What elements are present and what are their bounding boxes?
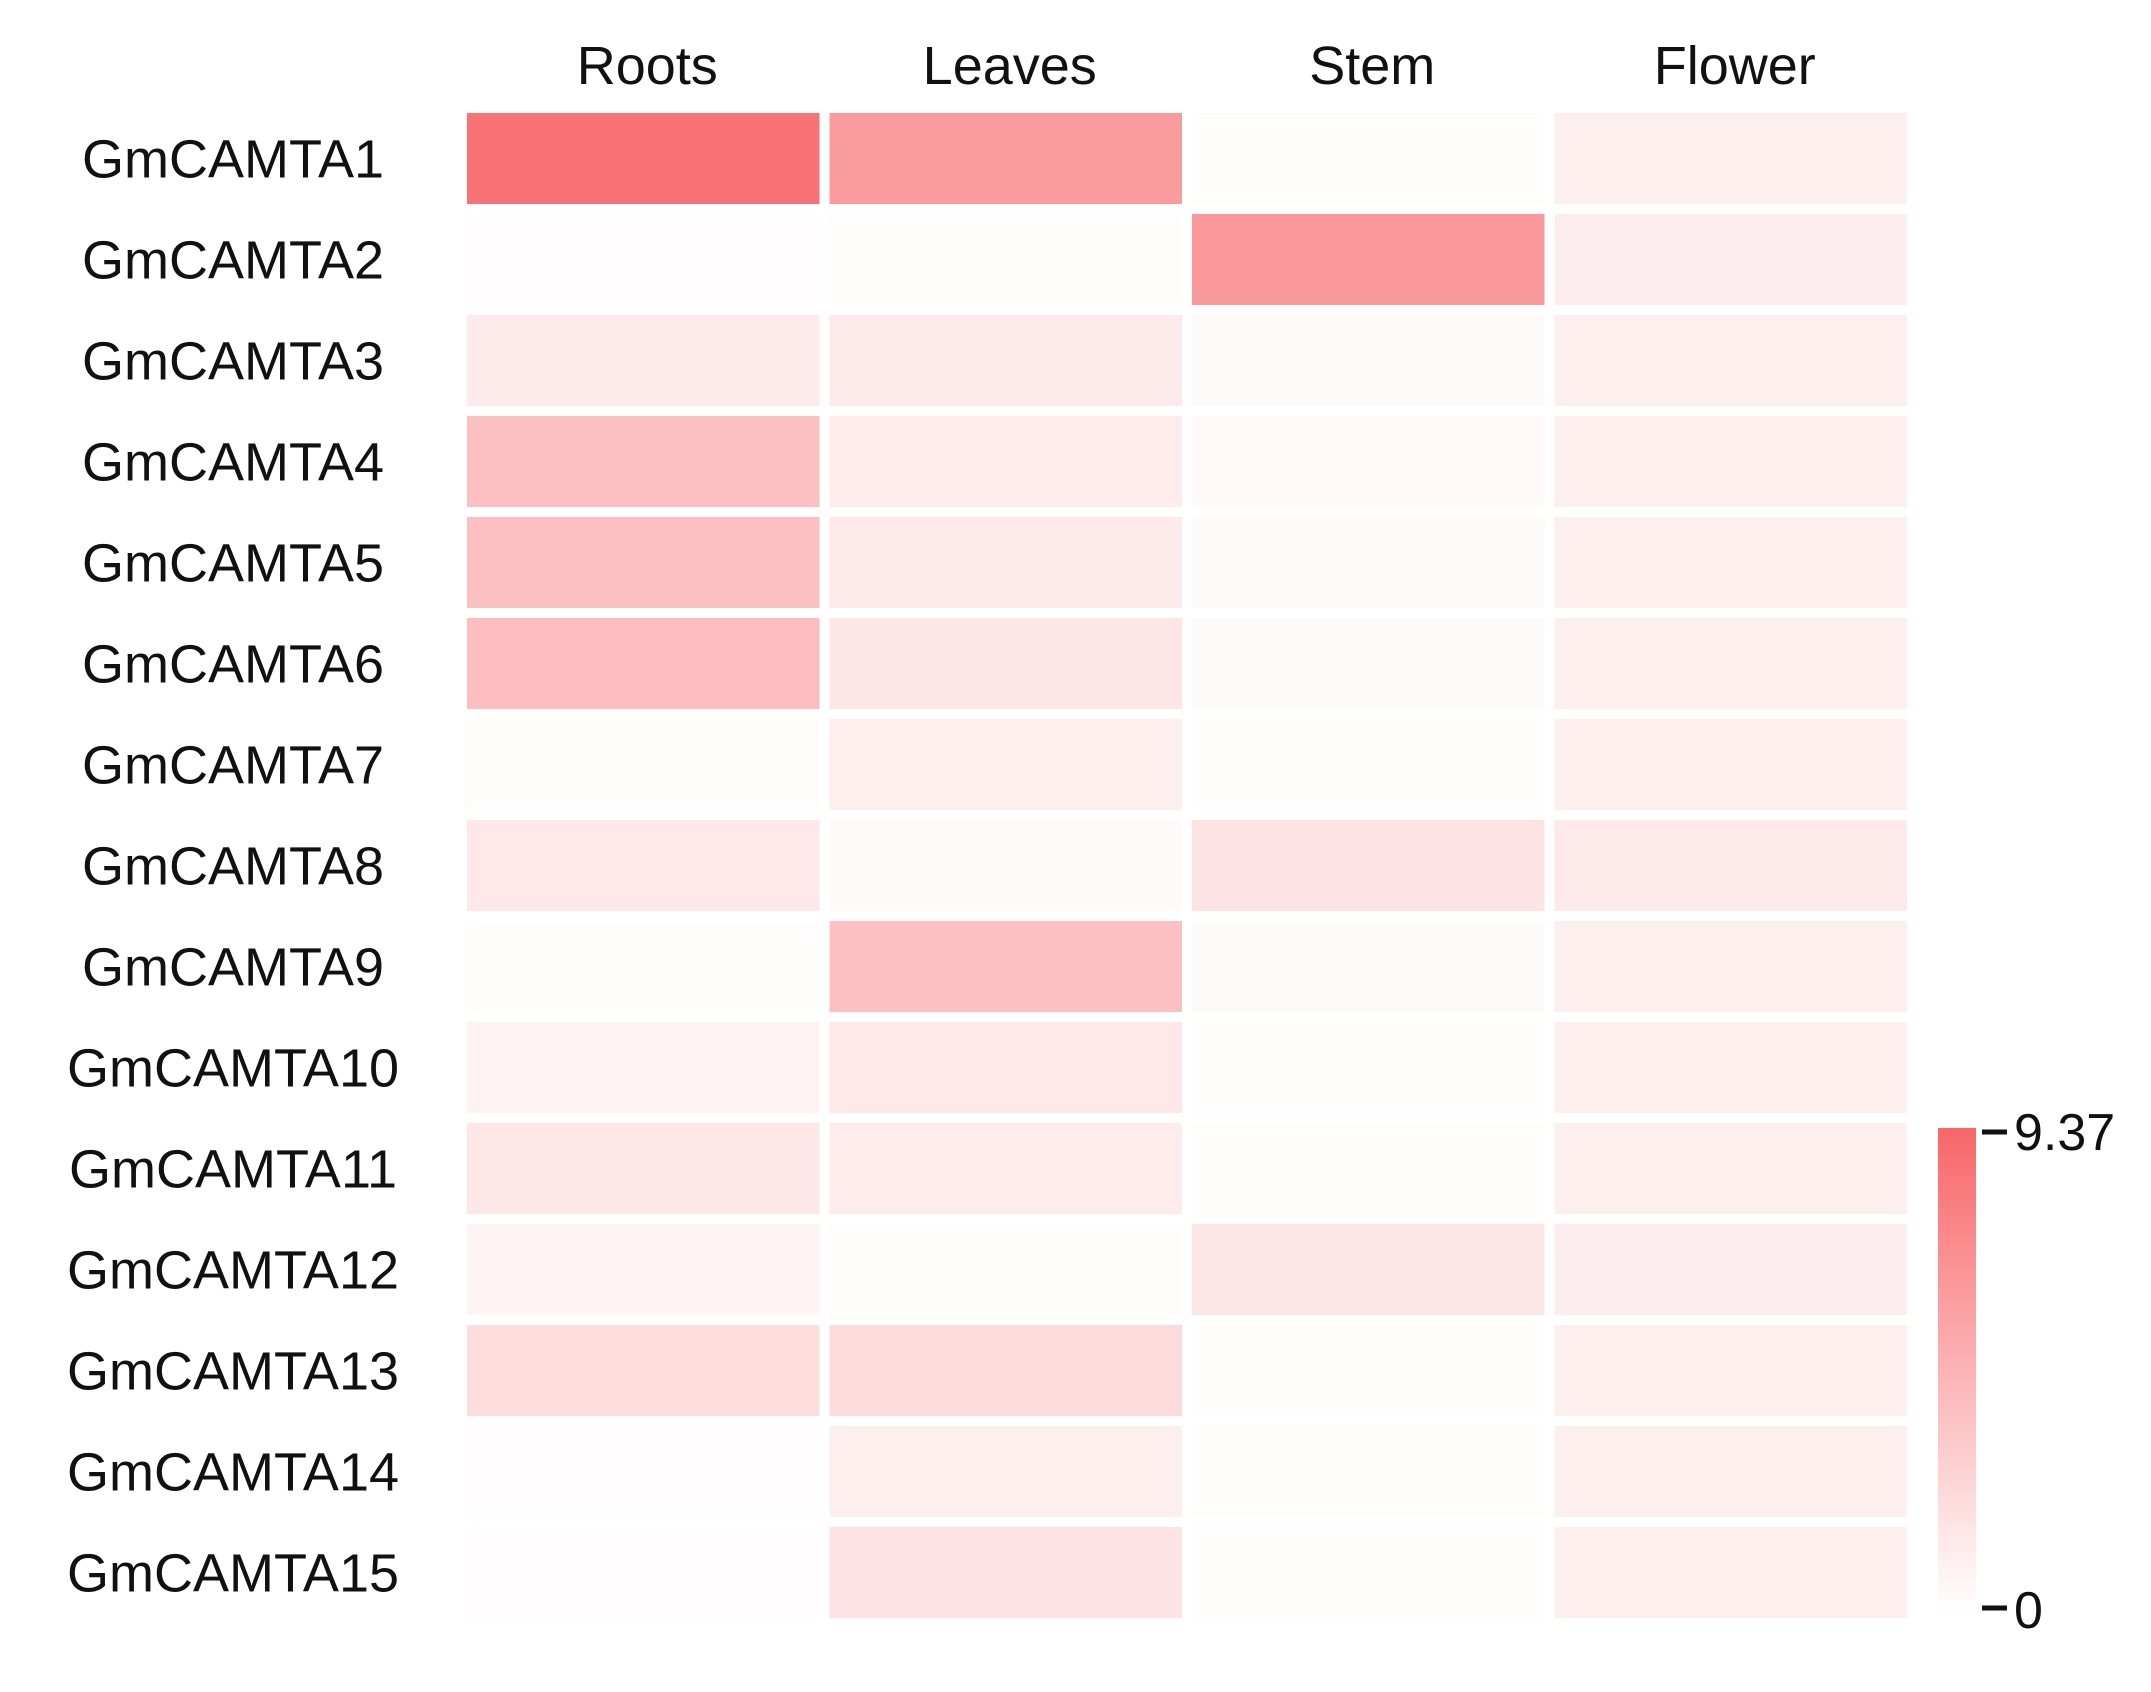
color-legend: 9.37 0 <box>1938 1104 2115 1640</box>
heatmap-cell-GmCAMTA2-Leaves <box>829 214 1182 305</box>
heatmap-cell-GmCAMTA11-Flower <box>1554 1123 1907 1214</box>
heatmap-cell-GmCAMTA6-Flower <box>1554 618 1907 709</box>
row-label-gmcamta4: GmCAMTA4 <box>82 433 384 493</box>
row-label-gmcamta3: GmCAMTA3 <box>82 332 384 392</box>
row-label-gmcamta1: GmCAMTA1 <box>82 130 384 190</box>
heatmap-cell-GmCAMTA10-Stem <box>1192 1022 1545 1113</box>
legend-color-bar <box>1938 1128 1976 1612</box>
row-label-gmcamta5: GmCAMTA5 <box>82 534 384 594</box>
heatmap-cell-GmCAMTA10-Leaves <box>829 1022 1182 1113</box>
heatmap-cell-GmCAMTA3-Stem <box>1192 315 1545 406</box>
heatmap-cell-GmCAMTA3-Roots <box>467 315 820 406</box>
heatmap-cell-GmCAMTA12-Leaves <box>829 1224 1182 1315</box>
heatmap-cell-GmCAMTA6-Leaves <box>829 618 1182 709</box>
row-label-gmcamta14: GmCAMTA14 <box>67 1443 399 1503</box>
heatmap-cell-GmCAMTA14-Leaves <box>829 1426 1182 1517</box>
row-label-gmcamta12: GmCAMTA12 <box>67 1241 399 1301</box>
heatmap-cell-GmCAMTA15-Stem <box>1192 1527 1545 1618</box>
heatmap-cell-GmCAMTA1-Roots <box>467 113 820 204</box>
heatmap-cell-GmCAMTA3-Leaves <box>829 315 1182 406</box>
heatmap-cell-GmCAMTA9-Flower <box>1554 921 1907 1012</box>
heatmap-cell-GmCAMTA11-Leaves <box>829 1123 1182 1214</box>
heatmap-cell-GmCAMTA12-Roots <box>467 1224 820 1315</box>
heatmap-cell-GmCAMTA8-Roots <box>467 820 820 911</box>
heatmap-cell-GmCAMTA7-Roots <box>467 719 820 810</box>
heatmap-cell-GmCAMTA6-Stem <box>1192 618 1545 709</box>
row-label-gmcamta11: GmCAMTA11 <box>69 1140 397 1200</box>
heatmap-cell-GmCAMTA14-Roots <box>467 1426 820 1517</box>
heatmap-cell-GmCAMTA13-Leaves <box>829 1325 1182 1416</box>
heatmap-cell-GmCAMTA7-Leaves <box>829 719 1182 810</box>
heatmap-cell-GmCAMTA7-Flower <box>1554 719 1907 810</box>
heatmap-cell-GmCAMTA13-Flower <box>1554 1325 1907 1416</box>
heatmap-cells <box>467 113 1907 1618</box>
row-label-gmcamta13: GmCAMTA13 <box>67 1342 399 1402</box>
row-label-gmcamta15: GmCAMTA15 <box>67 1544 399 1604</box>
row-labels: GmCAMTA1 GmCAMTA2 GmCAMTA3 GmCAMTA4 GmCAMTA5… <box>67 130 399 1604</box>
heatmap-cell-GmCAMTA4-Flower <box>1554 416 1907 507</box>
heatmap-cell-GmCAMTA6-Roots <box>467 618 820 709</box>
heatmap-cell-GmCAMTA5-Leaves <box>829 517 1182 608</box>
heatmap-cell-GmCAMTA5-Flower <box>1554 517 1907 608</box>
heatmap-cell-GmCAMTA15-Roots <box>467 1527 820 1618</box>
heatmap-cell-GmCAMTA12-Stem <box>1192 1224 1545 1315</box>
heatmap-cell-GmCAMTA9-Stem <box>1192 921 1545 1012</box>
column-label-stem: Stem <box>1309 36 1435 96</box>
heatmap-cell-GmCAMTA13-Stem <box>1192 1325 1545 1416</box>
heatmap-cell-GmCAMTA8-Flower <box>1554 820 1907 911</box>
legend-min-label: 0 <box>2014 1582 2043 1640</box>
heatmap-cell-GmCAMTA14-Stem <box>1192 1426 1545 1517</box>
heatmap-cell-GmCAMTA2-Roots <box>467 214 820 305</box>
heatmap-cell-GmCAMTA7-Stem <box>1192 719 1545 810</box>
heatmap-cell-GmCAMTA4-Roots <box>467 416 820 507</box>
heatmap-cell-GmCAMTA5-Roots <box>467 517 820 608</box>
heatmap-cell-GmCAMTA1-Stem <box>1192 113 1545 204</box>
heatmap-cell-GmCAMTA2-Flower <box>1554 214 1907 305</box>
legend-max-label: 9.37 <box>2014 1104 2115 1162</box>
heatmap-cell-GmCAMTA8-Stem <box>1192 820 1545 911</box>
row-label-gmcamta2: GmCAMTA2 <box>82 231 384 291</box>
row-label-gmcamta8: GmCAMTA8 <box>82 837 384 897</box>
heatmap-cell-GmCAMTA2-Stem <box>1192 214 1545 305</box>
heatmap-cell-GmCAMTA9-Leaves <box>829 921 1182 1012</box>
column-label-leaves: Leaves <box>923 36 1097 96</box>
heatmap-cell-GmCAMTA3-Flower <box>1554 315 1907 406</box>
column-label-flower: Flower <box>1654 36 1816 96</box>
heatmap-cell-GmCAMTA1-Flower <box>1554 113 1907 204</box>
heatmap-cell-GmCAMTA1-Leaves <box>829 113 1182 204</box>
row-label-gmcamta7: GmCAMTA7 <box>82 736 384 796</box>
heatmap-cell-GmCAMTA5-Stem <box>1192 517 1545 608</box>
heatmap-cell-GmCAMTA15-Flower <box>1554 1527 1907 1618</box>
row-label-gmcamta6: GmCAMTA6 <box>82 635 384 695</box>
heatmap-cell-GmCAMTA12-Flower <box>1554 1224 1907 1315</box>
heatmap-cell-GmCAMTA4-Leaves <box>829 416 1182 507</box>
heatmap-cell-GmCAMTA10-Roots <box>467 1022 820 1113</box>
heatmap-cell-GmCAMTA11-Roots <box>467 1123 820 1214</box>
heatmap-cell-GmCAMTA4-Stem <box>1192 416 1545 507</box>
heatmap-cell-GmCAMTA10-Flower <box>1554 1022 1907 1113</box>
column-label-roots: Roots <box>577 36 718 96</box>
heatmap-cell-GmCAMTA9-Roots <box>467 921 820 1012</box>
heatmap-cell-GmCAMTA13-Roots <box>467 1325 820 1416</box>
column-labels: Roots Leaves Stem Flower <box>577 36 1816 96</box>
heatmap-cell-GmCAMTA11-Stem <box>1192 1123 1545 1214</box>
heatmap-cell-GmCAMTA15-Leaves <box>829 1527 1182 1618</box>
heatmap-cell-GmCAMTA14-Flower <box>1554 1426 1907 1517</box>
row-label-gmcamta10: GmCAMTA10 <box>67 1039 399 1099</box>
heatmap-cell-GmCAMTA8-Leaves <box>829 820 1182 911</box>
row-label-gmcamta9: GmCAMTA9 <box>82 938 384 998</box>
